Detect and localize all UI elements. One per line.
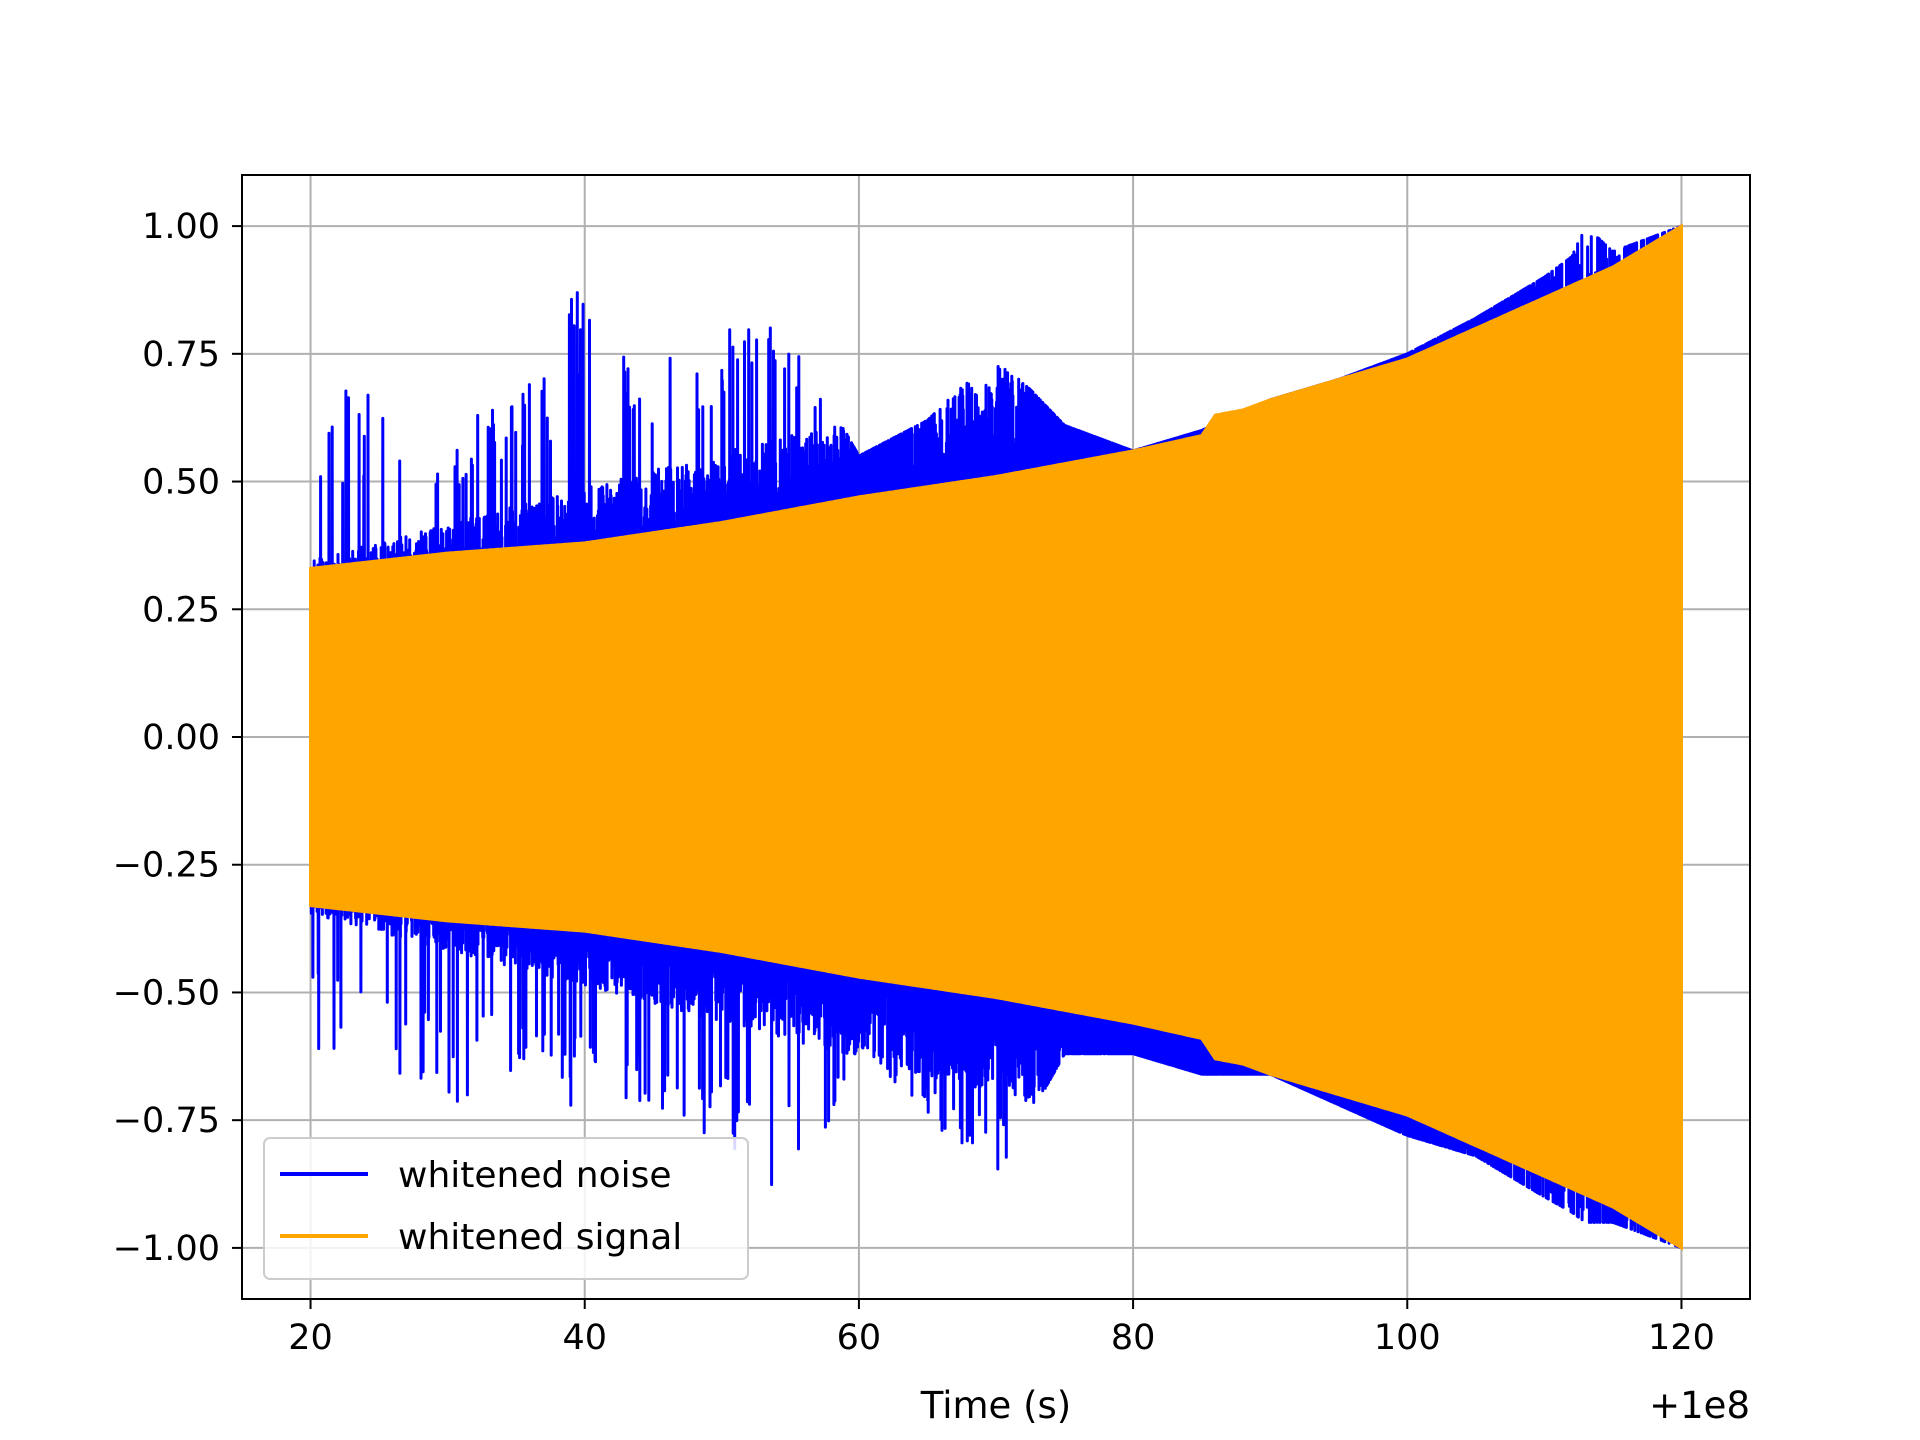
y-tick-label: 0.25 xyxy=(142,590,220,630)
x-tick-label: 100 xyxy=(1374,1318,1441,1358)
x-tick-label: 40 xyxy=(562,1318,607,1358)
y-tick-label: 1.00 xyxy=(142,207,220,247)
legend: whitened noise whitened signal xyxy=(263,1137,749,1280)
x-tick-label: 120 xyxy=(1648,1318,1715,1358)
legend-box xyxy=(263,1137,749,1280)
y-tick-label: −0.50 xyxy=(113,973,220,1013)
ticks xyxy=(232,225,1683,1309)
y-tick-label: 0.00 xyxy=(142,718,220,758)
tick-labels: 20 40 60 80 100 120 1.00 0.75 0.50 0.25 0.00 −0.25 −… xyxy=(113,207,1715,1358)
x-tick-label: 60 xyxy=(837,1318,882,1358)
series-whitened-signal xyxy=(309,223,1683,1251)
y-tick-label: 0.50 xyxy=(142,463,220,503)
y-tick-label: −0.75 xyxy=(113,1101,220,1141)
legend-label-whitened-signal: whitened signal xyxy=(398,1217,682,1258)
x-tick-label: 80 xyxy=(1111,1318,1156,1358)
x-tick-label: 20 xyxy=(288,1318,333,1358)
y-tick-label: −0.25 xyxy=(113,846,220,886)
y-tick-label: 0.75 xyxy=(142,335,220,375)
legend-label-whitened-noise: whitened noise xyxy=(398,1155,672,1196)
x-offset-label: +1e8 xyxy=(1649,1384,1750,1427)
x-axis-label: Time (s) xyxy=(920,1384,1071,1427)
y-tick-label: −1.00 xyxy=(113,1229,220,1269)
series-layer xyxy=(309,223,1683,1251)
